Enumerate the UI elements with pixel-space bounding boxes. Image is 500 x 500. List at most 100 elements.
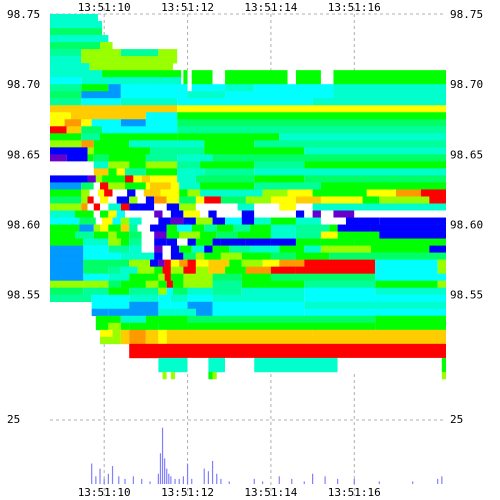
heatmap-cell — [145, 119, 178, 127]
heatmap-cell — [304, 210, 313, 218]
heatmap-cell — [50, 140, 82, 148]
heatmap-cell — [83, 280, 109, 289]
heatmap-cell — [179, 231, 201, 239]
heatmap-cell — [164, 273, 171, 281]
heatmap-cell — [104, 189, 113, 197]
heatmap-cell — [127, 189, 136, 197]
heatmap-cell — [195, 175, 255, 183]
heatmap-cell — [241, 259, 263, 267]
heatmap-cell — [91, 301, 130, 310]
heatmap-cell — [158, 308, 176, 317]
heatmap-cell — [295, 210, 305, 218]
heatmap-cell — [120, 91, 188, 99]
heatmap-cell — [166, 224, 178, 232]
heatmap-cell — [312, 189, 367, 197]
heatmap-cell — [337, 357, 442, 366]
heatmap-cell — [125, 182, 146, 190]
heatmap-cell — [441, 371, 446, 380]
heatmap-cell — [187, 315, 376, 324]
heatmap-cell — [135, 189, 144, 197]
heatmap-cell — [100, 196, 109, 204]
heatmap-cell — [50, 294, 92, 303]
heatmap-cell — [170, 273, 184, 281]
heatmap-cell — [262, 189, 288, 197]
heatmap-cell — [145, 315, 188, 324]
heatmap-cell — [154, 252, 163, 260]
heatmap-cell — [162, 266, 171, 274]
heatmap-cell — [191, 77, 213, 85]
heatmap-cell — [50, 210, 76, 218]
heatmap-cell — [102, 175, 126, 183]
heatmap-cell — [362, 196, 380, 204]
heatmap-cell — [333, 84, 446, 92]
heatmap-cell — [145, 336, 159, 345]
heatmap-cell — [79, 224, 94, 232]
heatmap-cell — [183, 266, 196, 274]
heatmap-cell — [50, 175, 88, 183]
heatmap-cell — [116, 168, 126, 176]
heatmap-cell — [81, 196, 88, 204]
heatmap-cell — [79, 217, 96, 225]
heatmap-cell — [183, 273, 213, 281]
heatmap-cell — [437, 259, 446, 267]
heatmap-cell — [81, 126, 103, 134]
heatmap-cell — [154, 203, 167, 211]
heatmap-cell — [50, 70, 103, 78]
heatmap-cell — [172, 280, 184, 289]
heatmap-cell — [120, 238, 130, 246]
heatmap-cell — [204, 224, 217, 232]
heatmap-cell — [166, 329, 313, 338]
heatmap-cell — [83, 238, 109, 246]
heatmap-cell — [191, 70, 213, 78]
heatmap-cell — [225, 70, 288, 78]
heatmap-cell — [208, 266, 226, 274]
heatmap-cell — [250, 224, 271, 232]
heatmap-cell — [270, 224, 296, 232]
heatmap-cell — [95, 322, 109, 331]
heatmap-cell — [125, 168, 146, 176]
heatmap-cell — [245, 266, 271, 274]
heatmap-cell — [129, 273, 159, 281]
heatmap-cell — [287, 189, 313, 197]
heatmap-cell — [108, 273, 130, 281]
heatmap-cell — [120, 98, 178, 106]
heatmap-cell — [162, 210, 171, 218]
heatmap-cell — [320, 245, 371, 253]
heatmap-cell — [129, 301, 159, 310]
heatmap-cell — [120, 266, 138, 274]
heatmap-cell — [304, 245, 321, 253]
heatmap-cell — [329, 224, 338, 232]
heatmap-cell — [120, 322, 130, 331]
heatmap-cell — [304, 280, 376, 289]
heatmap-cell — [179, 196, 196, 204]
heatmap-cell — [195, 203, 213, 211]
heatmap-cell — [83, 273, 109, 281]
volume-bar — [207, 471, 209, 484]
heatmap-cell — [295, 238, 321, 246]
heatmap-cell — [100, 42, 113, 50]
heatmap-cell — [241, 287, 305, 296]
heatmap-cell — [187, 301, 213, 310]
heatmap-cell — [254, 357, 338, 366]
heatmap-cell — [200, 210, 209, 218]
heatmap-cell — [225, 84, 255, 92]
y-tick-label-left: 98.75 — [7, 8, 40, 21]
heatmap-cell — [270, 266, 296, 274]
heatmap-cell — [177, 154, 213, 162]
volume-bar — [149, 481, 151, 484]
heatmap-cell — [154, 231, 167, 239]
heatmap-cell — [87, 196, 94, 204]
heatmap-cell — [166, 280, 173, 289]
heatmap-cell — [170, 182, 180, 190]
heatmap-cell — [50, 203, 82, 211]
volume-bar — [412, 481, 414, 484]
heatmap-cell — [345, 217, 380, 225]
heatmap-cell — [304, 259, 376, 267]
heatmap-cell — [120, 49, 159, 57]
heatmap-cell — [75, 231, 94, 239]
x-tick-label-bottom: 13:51:14 — [244, 486, 297, 499]
volume-bar — [303, 481, 305, 484]
heatmap-cell — [64, 119, 82, 127]
heatmap-cell — [295, 231, 321, 239]
